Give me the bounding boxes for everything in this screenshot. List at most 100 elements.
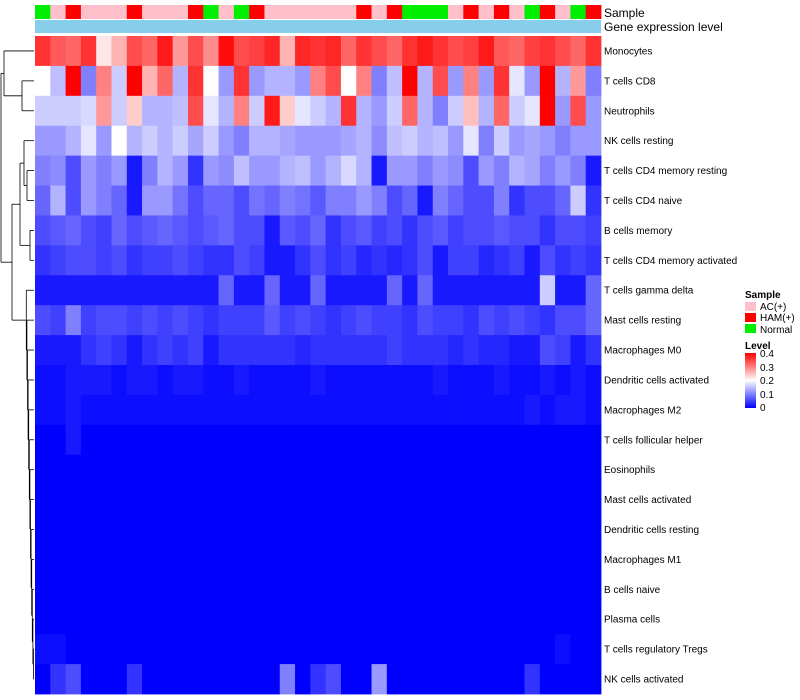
heatmap-cell: [96, 275, 112, 306]
heatmap-cell: [233, 335, 250, 366]
heatmap-cell: [35, 394, 51, 426]
heatmap-cell: [203, 155, 219, 186]
heatmap-cell: [233, 604, 250, 635]
heatmap-cell: [111, 335, 128, 366]
heatmap-cell: [509, 155, 525, 186]
heatmap-cell: [402, 95, 418, 127]
heatmap-cell: [555, 454, 571, 486]
heatmap-cell: [279, 215, 296, 246]
heatmap-cell: [249, 604, 265, 635]
heatmap-cell: [172, 454, 189, 486]
heatmap-cell: [432, 544, 449, 575]
heatmap-cell: [126, 125, 143, 157]
heatmap-cell: [402, 454, 418, 486]
sample-annotation-cell: [310, 5, 327, 19]
heatmap-cell: [478, 664, 495, 695]
heatmap-cell: [249, 275, 265, 306]
heatmap-cell: [585, 36, 602, 67]
heatmap-cell: [264, 155, 281, 186]
heatmap-cell: [50, 245, 66, 276]
heatmap-cell: [325, 394, 342, 426]
heatmap-cell: [524, 65, 541, 97]
heatmap-cell: [325, 634, 342, 665]
heatmap-cell: [35, 634, 51, 665]
heatmap-cell: [279, 65, 296, 97]
heatmap-cell: [249, 424, 265, 456]
heatmap-cell: [585, 574, 602, 605]
heatmap-cell: [463, 484, 480, 515]
heatmap-cell: [371, 275, 388, 306]
heatmap-cell: [65, 514, 82, 545]
heatmap-cell: [539, 335, 556, 366]
heatmap-cell: [203, 185, 219, 216]
heatmap-cell: [157, 484, 174, 515]
heatmap-cell: [203, 664, 219, 695]
heatmap-cell: [432, 275, 449, 306]
heatmap-cell: [187, 95, 204, 127]
heatmap-cell: [570, 394, 587, 426]
heatmap-cell: [65, 155, 82, 186]
heatmap-cell: [111, 65, 128, 97]
heatmap-cell: [371, 484, 388, 515]
heatmap-cell: [35, 36, 51, 67]
heatmap-cell: [172, 155, 189, 186]
heatmap-cell: [402, 664, 418, 695]
heatmap-cell: [126, 245, 143, 276]
heatmap-cell: [524, 365, 541, 396]
row-label: Mast cells activated: [604, 495, 691, 506]
heatmap-cells: [35, 36, 602, 695]
heatmap-cell: [371, 604, 388, 635]
heatmap-cell: [249, 215, 265, 246]
sample-legend-label-ac: AC(+): [760, 302, 786, 313]
heatmap-cell: [555, 305, 571, 336]
heatmap-cell: [126, 185, 143, 216]
heatmap-cell: [50, 155, 66, 186]
heatmap-cell: [80, 424, 97, 456]
heatmap-cell: [386, 215, 403, 246]
heatmap-cell: [233, 634, 250, 665]
heatmap-cell: [524, 305, 541, 336]
heatmap-cell: [478, 574, 495, 605]
heatmap-cell: [249, 125, 265, 157]
heatmap-cell: [203, 365, 219, 396]
heatmap-cell: [539, 454, 556, 486]
heatmap-cell: [310, 65, 327, 97]
heatmap-cell: [325, 185, 342, 216]
heatmap-cell: [187, 36, 204, 67]
heatmap-cell: [340, 544, 357, 575]
heatmap-cell: [432, 36, 449, 67]
heatmap-cell: [35, 484, 51, 515]
heatmap-cell: [218, 424, 235, 456]
heatmap-cell: [172, 95, 189, 127]
heatmap-cell: [80, 125, 97, 157]
heatmap-cell: [50, 514, 66, 545]
heatmap-cell: [218, 305, 235, 336]
heatmap-cell: [432, 95, 449, 127]
heatmap-cell: [264, 544, 281, 575]
heatmap-cell: [142, 65, 158, 97]
heatmap-cell: [157, 634, 174, 665]
heatmap-cell: [264, 634, 281, 665]
heatmap-cell: [65, 574, 82, 605]
heatmap-cell: [463, 394, 480, 426]
heatmap-cell: [218, 125, 235, 157]
heatmap-cell: [35, 275, 51, 306]
heatmap-cell: [111, 185, 128, 216]
level-legend: Level 0.4 0.3 0.2 0.1 0: [745, 341, 774, 414]
heatmap-cell: [356, 574, 372, 605]
heatmap-cell: [96, 634, 112, 665]
heatmap-cell: [432, 335, 449, 366]
heatmap-cell: [218, 95, 235, 127]
heatmap-cell: [50, 335, 66, 366]
heatmap-cell: [371, 335, 388, 366]
heatmap-cell: [570, 574, 587, 605]
heatmap-cell: [249, 394, 265, 426]
heatmap-cell: [310, 544, 327, 575]
heatmap-cell: [249, 65, 265, 97]
heatmap-cell: [172, 664, 189, 695]
heatmap-cell: [126, 215, 143, 246]
heatmap-cell: [493, 95, 510, 127]
heatmap-cell: [555, 604, 571, 635]
heatmap-cell: [187, 634, 204, 665]
heatmap-cell: [524, 155, 541, 186]
